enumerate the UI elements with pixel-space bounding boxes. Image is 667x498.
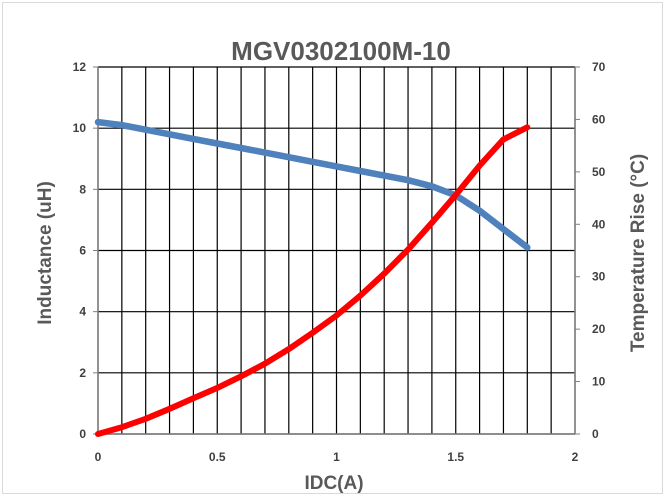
- y-tick-label: 12: [73, 60, 87, 74]
- plot-border: [93, 66, 580, 435]
- chart-title: MGV0302100M-10: [231, 36, 451, 66]
- y2-tick-label: 40: [592, 217, 606, 231]
- y2-tick-label: 30: [592, 270, 606, 284]
- x-tick-label: 0: [95, 450, 102, 464]
- y-tick-label: 8: [79, 182, 86, 196]
- temperature-rise-line: [95, 124, 531, 437]
- y2-axis-title: Temperature Rise (°C): [628, 154, 649, 352]
- y-tick-label: 4: [79, 305, 86, 319]
- series-group: [94, 118, 531, 437]
- x-axis-title: IDC(A): [304, 473, 363, 494]
- y-tick-label: 10: [73, 121, 87, 135]
- x-tick-label: 0.5: [209, 450, 226, 464]
- x-tick-label: 2: [572, 450, 579, 464]
- x-tick-label: 1.5: [447, 450, 464, 464]
- y-tick-label: 2: [79, 366, 86, 380]
- y-tick-label: 6: [79, 244, 86, 258]
- y2-tick-label: 0: [592, 427, 599, 441]
- y2-tick-label: 20: [592, 322, 606, 336]
- x-tick-label: 1: [333, 450, 340, 464]
- chart-frame: [2, 2, 663, 494]
- y2-tick-label: 60: [592, 112, 606, 126]
- y2-tick-label: 70: [592, 60, 606, 74]
- y-tick-label: 0: [79, 427, 86, 441]
- y-axis-title: Inductance (uH): [35, 181, 56, 325]
- y2-tick-label: 10: [592, 375, 606, 389]
- y2-tick-label: 50: [592, 165, 606, 179]
- grid: [97, 66, 576, 435]
